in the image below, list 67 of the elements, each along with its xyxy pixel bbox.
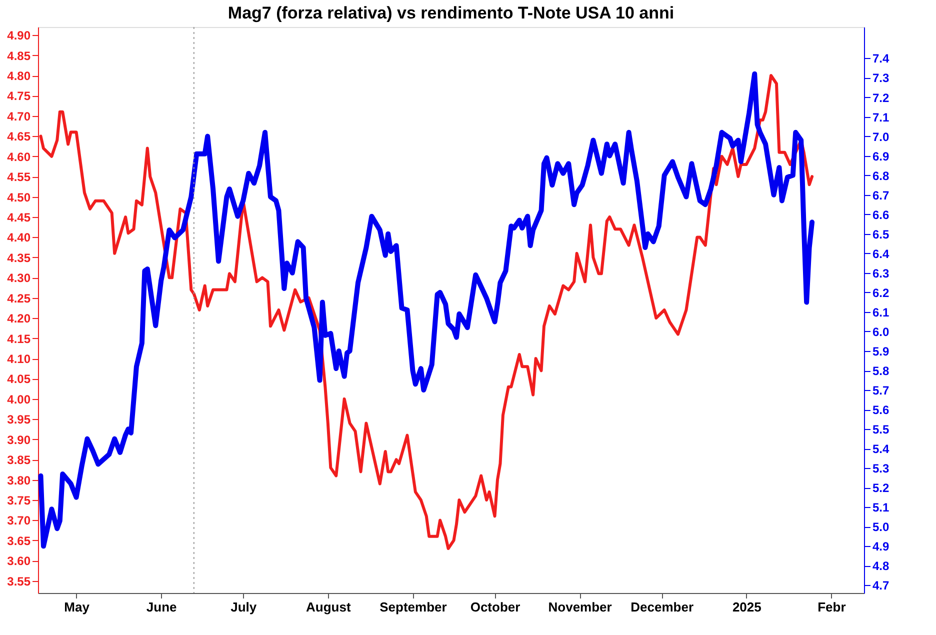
y-tick-label: 4.20 [7, 312, 31, 326]
y2-tick-label: 5.8 [872, 364, 890, 378]
y-tick-label: 3.75 [7, 494, 31, 508]
y2-tick-label: 6.2 [872, 286, 890, 300]
y2-tick-label: 7.0 [872, 130, 890, 144]
x-tick-label: September [380, 600, 447, 614]
x-tick-label: July [230, 600, 258, 614]
y-tick-label: 4.40 [7, 230, 31, 245]
y-tick-label: 4.35 [7, 250, 31, 265]
y2-tick-label: 5.0 [872, 520, 890, 534]
x-tick-label: May [64, 600, 90, 614]
y2-tick-label: 5.3 [872, 462, 890, 476]
y-tick-label: 4.45 [7, 210, 31, 225]
y2-tick-label: 6.8 [872, 168, 890, 183]
y2-tick-label: 4.8 [872, 559, 890, 574]
chart-title: Mag7 (forza relativa) vs rendimento T-Note USA 10 anni [228, 4, 674, 22]
y2-tick-label: 5.7 [872, 384, 890, 398]
y2-tick-label: 4.7 [872, 578, 890, 593]
y2-tick-label: 6.6 [872, 208, 890, 222]
y-tick-label: 3.60 [7, 554, 31, 568]
y-tick-label: 4.30 [7, 271, 31, 286]
y2-tick-label: 6.1 [872, 305, 890, 320]
y-tick-label: 4.25 [7, 291, 31, 306]
y-tick-label: 3.80 [7, 473, 31, 488]
y2-tick-label: 6.5 [872, 227, 890, 242]
y-tick-label: 3.90 [7, 432, 31, 447]
x-tick-label: October [470, 600, 520, 614]
y2-tick-label: 6.9 [872, 149, 890, 164]
y2-tick-label: 5.9 [872, 344, 890, 358]
y-tick-label: 4.00 [7, 392, 31, 406]
x-tick-label: November [548, 600, 612, 614]
y-tick-label: 4.70 [7, 109, 31, 124]
x-tick-label: Febr [818, 600, 846, 614]
y2-tick-label: 7.3 [872, 71, 890, 86]
x-tick-label: August [306, 600, 352, 614]
y2-tick-label: 5.6 [872, 403, 890, 418]
y2-tick-label: 4.9 [872, 540, 890, 554]
y2-tick-label: 7.4 [872, 52, 890, 66]
y-tick-label: 3.85 [7, 453, 31, 468]
y-tick-label: 4.65 [7, 130, 31, 144]
y-tick-label: 4.15 [7, 332, 31, 346]
y-tick-label: 3.95 [7, 412, 31, 427]
y-tick-label: 4.80 [7, 69, 31, 84]
x-tick-label: June [146, 600, 177, 614]
y-tick-label: 3.65 [7, 534, 31, 548]
y2-tick-label: 5.4 [872, 442, 890, 456]
y2-tick-label: 5.1 [872, 500, 890, 515]
y-tick-label: 4.50 [7, 190, 31, 204]
y2-tick-label: 5.5 [872, 422, 890, 437]
y-tick-label: 3.70 [7, 514, 31, 528]
y2-tick-label: 6.4 [872, 246, 890, 261]
y-tick-label: 4.60 [7, 150, 31, 164]
y2-tick-label: 6.0 [872, 324, 890, 339]
x-tick-label: 2025 [732, 600, 762, 614]
y2-tick-label: 7.1 [872, 110, 890, 124]
x-tick-label: December [630, 600, 694, 614]
y-tick-label: 3.55 [7, 574, 31, 588]
y2-tick-label: 5.2 [872, 481, 890, 496]
y2-tick-label: 7.2 [872, 90, 890, 105]
y2-tick-label: 6.7 [872, 188, 890, 202]
y-tick-label: 4.90 [7, 28, 31, 43]
y-tick-label: 4.10 [7, 352, 31, 366]
y-tick-label: 4.85 [7, 48, 31, 63]
y-tick-label: 4.75 [7, 89, 31, 104]
y2-tick-label: 6.3 [872, 266, 890, 280]
y-tick-label: 4.55 [7, 170, 31, 184]
y-tick-label: 4.05 [7, 372, 31, 386]
